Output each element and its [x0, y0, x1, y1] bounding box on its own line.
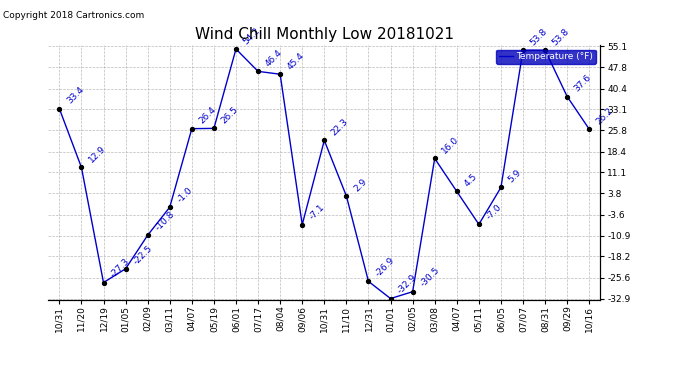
Point: [473, 221, 484, 227]
Legend: Temperature (°F): Temperature (°F): [496, 50, 595, 64]
Text: 53.8: 53.8: [551, 27, 571, 47]
Point: [164, 204, 175, 210]
Point: [562, 94, 573, 100]
Text: 33.4: 33.4: [65, 86, 86, 106]
Text: -7.1: -7.1: [308, 203, 326, 222]
Point: [540, 47, 551, 53]
Point: [230, 46, 241, 52]
Text: -26.9: -26.9: [374, 256, 397, 279]
Text: 4.5: 4.5: [462, 172, 479, 189]
Text: Copyright 2018 Cartronics.com: Copyright 2018 Cartronics.com: [3, 11, 145, 20]
Text: 2.9: 2.9: [352, 177, 368, 193]
Text: 45.4: 45.4: [286, 51, 306, 72]
Text: 26.5: 26.5: [219, 105, 240, 126]
Text: 46.4: 46.4: [264, 48, 284, 69]
Text: 12.9: 12.9: [87, 144, 108, 165]
Point: [142, 232, 153, 238]
Point: [385, 296, 396, 302]
Title: Wind Chill Monthly Low 20181021: Wind Chill Monthly Low 20181021: [195, 27, 454, 42]
Point: [54, 106, 65, 112]
Point: [584, 126, 595, 132]
Point: [451, 188, 462, 194]
Text: 37.6: 37.6: [573, 73, 593, 94]
Text: 26.4: 26.4: [197, 105, 218, 126]
Text: 5.9: 5.9: [506, 168, 523, 184]
Text: -30.5: -30.5: [418, 266, 441, 289]
Text: -7.0: -7.0: [484, 203, 503, 222]
Point: [76, 164, 87, 170]
Text: 54.2: 54.2: [241, 26, 262, 46]
Point: [341, 193, 352, 199]
Point: [518, 47, 529, 53]
Text: -10.8: -10.8: [153, 210, 176, 232]
Point: [120, 266, 131, 272]
Text: 26.2: 26.2: [595, 106, 615, 126]
Text: -27.3: -27.3: [109, 257, 132, 280]
Point: [275, 71, 286, 77]
Point: [208, 125, 219, 131]
Text: -32.9: -32.9: [396, 273, 419, 296]
Point: [253, 68, 264, 74]
Point: [429, 156, 440, 162]
Point: [407, 289, 418, 295]
Text: 22.3: 22.3: [330, 117, 351, 138]
Point: [186, 126, 197, 132]
Point: [98, 279, 109, 285]
Point: [297, 222, 308, 228]
Point: [363, 278, 374, 284]
Point: [495, 184, 506, 190]
Text: 53.8: 53.8: [529, 27, 549, 47]
Point: [319, 137, 330, 143]
Text: 16.0: 16.0: [440, 135, 461, 156]
Text: -1.0: -1.0: [175, 186, 194, 204]
Text: -22.5: -22.5: [131, 243, 154, 266]
